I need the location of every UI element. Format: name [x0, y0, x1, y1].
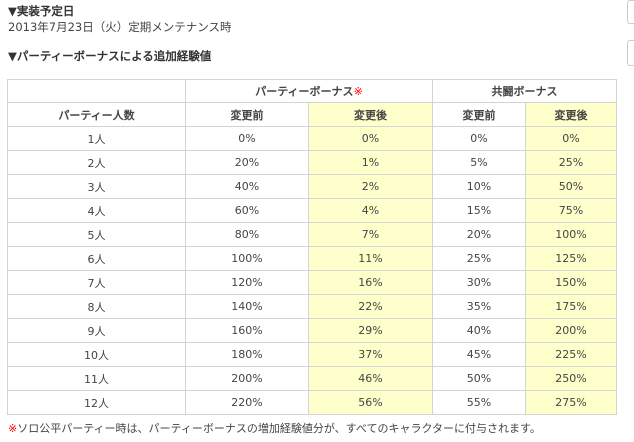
party-size-cell: 3人 [7, 174, 186, 199]
table-row: 1人 0% 0% 0% 0% [7, 126, 617, 151]
table-row: 12人 220% 56% 55% 275% [7, 390, 617, 415]
party-size-cell: 5人 [7, 222, 186, 247]
co-fight-bonus-before-cell: 35% [432, 294, 526, 319]
party-bonus-after-cell: 7% [308, 222, 433, 247]
co-fight-bonus-before-cell: 0% [432, 126, 526, 151]
party-bonus-before-cell: 20% [185, 150, 309, 175]
party-bonus-after-cell: 4% [308, 198, 433, 223]
co-fight-bonus-after-cell: 200% [525, 318, 617, 343]
party-bonus-after-cell: 0% [308, 126, 433, 151]
party-bonus-after-cell: 1% [308, 150, 433, 175]
party-bonus-before-cell: 220% [185, 390, 309, 415]
table-row: 5人 80% 7% 20% 100% [7, 222, 617, 247]
footnote-mark: ※ [8, 422, 18, 435]
co-fight-bonus-before-cell: 50% [432, 366, 526, 391]
party-bonus-after-cell: 29% [308, 318, 433, 343]
table-row: 2人 20% 1% 5% 25% [7, 150, 617, 175]
party-bonus-after-cell: 56% [308, 390, 433, 415]
co-fight-bonus-after-cell: 25% [525, 150, 617, 175]
co-fight-bonus-after-cell: 50% [525, 174, 617, 199]
party-size-cell: 10人 [7, 342, 186, 367]
footnote-text: ソロ公平パーティー時は、パーティーボーナスの増加経験値分が、すべてのキャラクター… [17, 422, 541, 435]
party-bonus-before-cell: 180% [185, 342, 309, 367]
table-column-header-row: パーティー人数 変更前 変更後 変更前 変更後 [7, 102, 617, 127]
co-fight-bonus-after-cell: 250% [525, 366, 617, 391]
implementation-date-heading: ▼実装予定日 [8, 4, 75, 18]
co-fight-bonus-before-header: 変更前 [432, 102, 526, 127]
party-bonus-note-mark: ※ [353, 85, 363, 98]
table-row: 11人 200% 46% 50% 250% [7, 366, 617, 391]
party-bonus-before-cell: 120% [185, 270, 309, 295]
party-bonus-before-cell: 140% [185, 294, 309, 319]
co-fight-bonus-after-cell: 0% [525, 126, 617, 151]
side-tab-top[interactable] [627, 0, 634, 24]
co-fight-bonus-after-cell: 175% [525, 294, 617, 319]
table-body: 1人 0% 0% 0% 0% 2人 20% 1% 5% 25% 3人 40% 2% 10% 50% 4人 60%… [7, 126, 617, 415]
party-bonus-after-cell: 11% [308, 246, 433, 271]
party-size-cell: 2人 [7, 150, 186, 175]
party-size-header: パーティー人数 [7, 102, 186, 127]
party-bonus-before-cell: 100% [185, 246, 309, 271]
co-fight-bonus-after-cell: 75% [525, 198, 617, 223]
co-fight-bonus-before-cell: 25% [432, 246, 526, 271]
party-bonus-heading: ▼パーティーボーナスによる追加経験値 [8, 49, 212, 63]
table-row: 6人 100% 11% 25% 125% [7, 246, 617, 271]
co-fight-bonus-before-cell: 5% [432, 150, 526, 175]
party-bonus-before-header: 変更前 [185, 102, 309, 127]
co-fight-bonus-after-cell: 100% [525, 222, 617, 247]
co-fight-bonus-after-cell: 275% [525, 390, 617, 415]
party-size-cell: 9人 [7, 318, 186, 343]
party-bonus-before-cell: 0% [185, 126, 309, 151]
party-bonus-after-cell: 37% [308, 342, 433, 367]
table-row: 4人 60% 4% 15% 75% [7, 198, 617, 223]
party-size-cell: 8人 [7, 294, 186, 319]
co-fight-bonus-after-cell: 150% [525, 270, 617, 295]
party-size-cell: 12人 [7, 390, 186, 415]
co-fight-bonus-after-cell: 125% [525, 246, 617, 271]
co-fight-bonus-before-cell: 20% [432, 222, 526, 247]
side-tab-lower[interactable] [627, 40, 634, 66]
co-fight-bonus-before-cell: 10% [432, 174, 526, 199]
party-bonus-before-cell: 160% [185, 318, 309, 343]
party-bonus-group-label: パーティーボーナス [255, 85, 354, 98]
party-size-cell: 11人 [7, 366, 186, 391]
table-group-header-row: パーティーボーナス※ 共闘ボーナス [7, 79, 617, 103]
party-bonus-after-header: 変更後 [308, 102, 433, 127]
party-bonus-after-cell: 16% [308, 270, 433, 295]
co-fight-bonus-before-cell: 40% [432, 318, 526, 343]
right-edge-panel [628, 0, 634, 442]
party-bonus-after-cell: 22% [308, 294, 433, 319]
co-fight-bonus-before-cell: 30% [432, 270, 526, 295]
footnote: ※ソロ公平パーティー時は、パーティーボーナスの増加経験値分が、すべてのキャラクタ… [8, 422, 541, 436]
co-fight-bonus-before-cell: 55% [432, 390, 526, 415]
implementation-date-text: 2013年7月23日（火）定期メンテナンス時 [8, 20, 232, 34]
table-row: 10人 180% 37% 45% 225% [7, 342, 617, 367]
party-size-cell: 1人 [7, 126, 186, 151]
co-fight-bonus-before-cell: 15% [432, 198, 526, 223]
co-fight-bonus-before-cell: 45% [432, 342, 526, 367]
party-bonus-before-cell: 60% [185, 198, 309, 223]
party-size-cell: 7人 [7, 270, 186, 295]
party-bonus-before-cell: 80% [185, 222, 309, 247]
empty-header-cell [7, 79, 186, 103]
table-row: 3人 40% 2% 10% 50% [7, 174, 617, 199]
bonus-table: パーティーボーナス※ 共闘ボーナス パーティー人数 変更前 変更後 変更前 変更… [7, 79, 617, 415]
party-bonus-group-header: パーティーボーナス※ [185, 79, 433, 103]
table-row: 8人 140% 22% 35% 175% [7, 294, 617, 319]
table-row: 7人 120% 16% 30% 150% [7, 270, 617, 295]
table-row: 9人 160% 29% 40% 200% [7, 318, 617, 343]
co-fight-bonus-after-cell: 225% [525, 342, 617, 367]
co-fight-bonus-after-header: 変更後 [525, 102, 617, 127]
party-size-cell: 4人 [7, 198, 186, 223]
party-bonus-before-cell: 40% [185, 174, 309, 199]
co-fight-bonus-group-header: 共闘ボーナス [432, 79, 617, 103]
party-bonus-after-cell: 2% [308, 174, 433, 199]
party-bonus-after-cell: 46% [308, 366, 433, 391]
party-size-cell: 6人 [7, 246, 186, 271]
party-bonus-before-cell: 200% [185, 366, 309, 391]
